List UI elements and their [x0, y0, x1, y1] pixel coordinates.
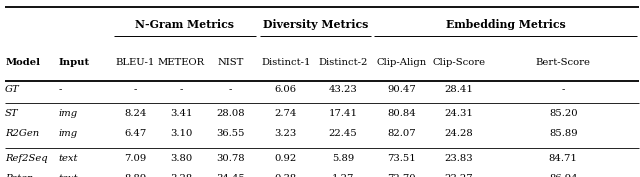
Text: 1.27: 1.27 — [332, 174, 354, 177]
Text: Bert-Score: Bert-Score — [536, 58, 591, 67]
Text: Clip-Align: Clip-Align — [376, 58, 426, 67]
Text: 24.28: 24.28 — [445, 129, 473, 138]
Text: Peter: Peter — [5, 174, 32, 177]
Text: N-Gram Metrics: N-Gram Metrics — [136, 19, 234, 30]
Text: -: - — [561, 85, 565, 94]
Text: 36.55: 36.55 — [216, 129, 245, 138]
Text: 3.10: 3.10 — [170, 129, 192, 138]
Text: 6.06: 6.06 — [275, 85, 297, 94]
Text: 34.45: 34.45 — [216, 174, 245, 177]
Text: Clip-Score: Clip-Score — [432, 58, 486, 67]
Text: METEOR: METEOR — [157, 58, 205, 67]
Text: 0.38: 0.38 — [275, 174, 297, 177]
Text: -: - — [59, 85, 62, 94]
Text: NIST: NIST — [218, 58, 244, 67]
Text: 24.31: 24.31 — [444, 109, 474, 118]
Text: GT: GT — [5, 85, 20, 94]
Text: 0.92: 0.92 — [275, 153, 297, 162]
Text: 30.78: 30.78 — [216, 153, 245, 162]
Text: 7.09: 7.09 — [124, 153, 147, 162]
Text: Model: Model — [5, 58, 40, 67]
Text: 3.23: 3.23 — [275, 129, 297, 138]
Text: 5.89: 5.89 — [332, 153, 354, 162]
Text: Input: Input — [59, 58, 90, 67]
Text: -: - — [179, 85, 183, 94]
Text: 85.20: 85.20 — [549, 109, 577, 118]
Text: text: text — [59, 174, 78, 177]
Text: 3.28: 3.28 — [170, 174, 192, 177]
Text: 3.80: 3.80 — [170, 153, 192, 162]
Text: BLEU-1: BLEU-1 — [116, 58, 155, 67]
Text: 8.89: 8.89 — [124, 174, 147, 177]
Text: Distinct-1: Distinct-1 — [261, 58, 310, 67]
Text: 17.41: 17.41 — [328, 109, 358, 118]
Text: 22.45: 22.45 — [329, 129, 357, 138]
Text: ST: ST — [5, 109, 19, 118]
Text: 85.89: 85.89 — [549, 129, 577, 138]
Text: 72.70: 72.70 — [387, 174, 415, 177]
Text: 2.74: 2.74 — [275, 109, 297, 118]
Text: img: img — [59, 129, 78, 138]
Text: 73.51: 73.51 — [387, 153, 415, 162]
Text: Embedding Metrics: Embedding Metrics — [445, 19, 566, 30]
Text: 82.07: 82.07 — [387, 129, 415, 138]
Text: 86.94: 86.94 — [549, 174, 577, 177]
Text: R2Gen: R2Gen — [5, 129, 40, 138]
Text: 28.08: 28.08 — [216, 109, 245, 118]
Text: 3.41: 3.41 — [170, 109, 193, 118]
Text: 84.71: 84.71 — [548, 153, 578, 162]
Text: Distinct-2: Distinct-2 — [318, 58, 368, 67]
Text: text: text — [59, 153, 78, 162]
Text: 90.47: 90.47 — [387, 85, 415, 94]
Text: 8.24: 8.24 — [124, 109, 147, 118]
Text: 80.84: 80.84 — [387, 109, 415, 118]
Text: Diversity Metrics: Diversity Metrics — [262, 19, 368, 30]
Text: Ref2Seq: Ref2Seq — [5, 153, 48, 162]
Text: 23.27: 23.27 — [445, 174, 473, 177]
Text: 23.83: 23.83 — [445, 153, 473, 162]
Text: -: - — [134, 85, 137, 94]
Text: 6.47: 6.47 — [124, 129, 147, 138]
Text: 28.41: 28.41 — [444, 85, 474, 94]
Text: 43.23: 43.23 — [329, 85, 357, 94]
Text: -: - — [229, 85, 232, 94]
Text: img: img — [59, 109, 78, 118]
